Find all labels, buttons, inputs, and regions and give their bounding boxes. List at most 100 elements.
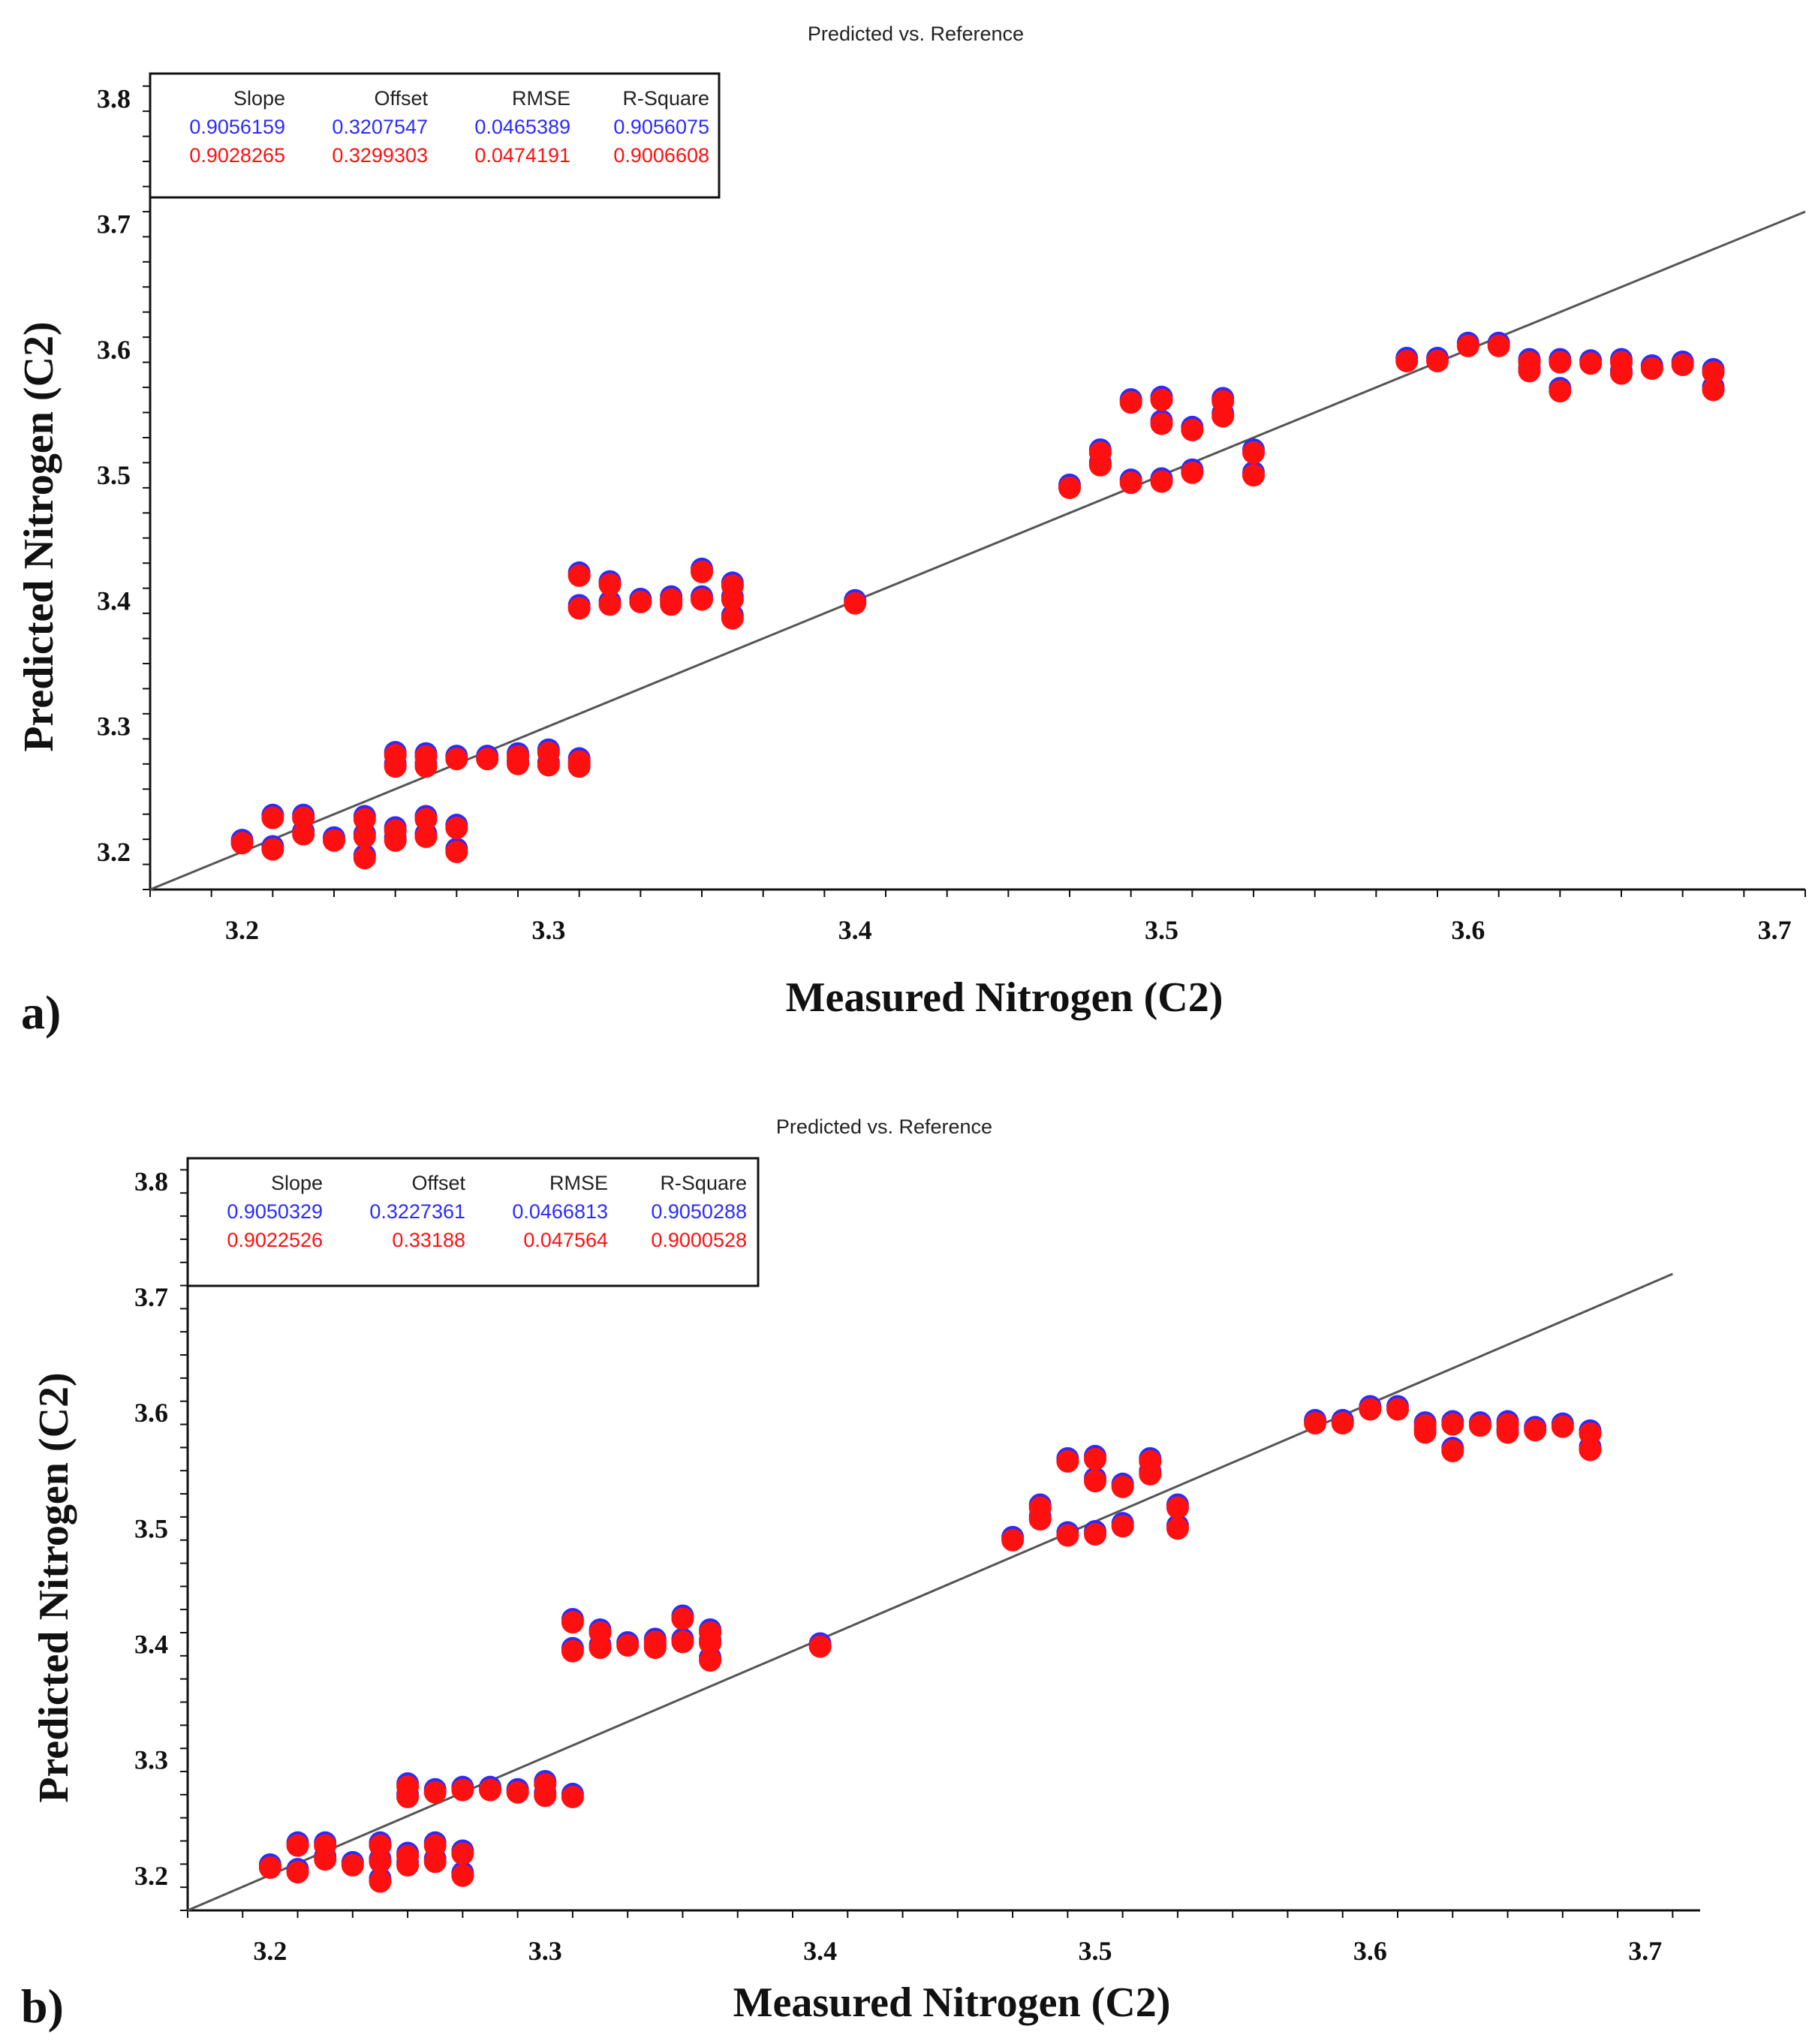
x-tick-label: 3.4 [803,1936,837,1966]
data-point-validation [588,1621,612,1645]
data-point-validation [598,573,622,596]
data-point-validation [561,1639,584,1663]
panel-a: Predicted vs. Reference 3.23.33.43.53.63… [16,23,1806,1039]
data-point-validation [353,847,376,870]
data-point-validation [261,838,284,861]
data-point-validation [1304,1412,1327,1435]
data-point-validation [353,808,376,831]
chart-title: Predicted vs. Reference [808,23,1024,45]
data-point-validation [721,574,744,598]
data-point-validation [1496,1413,1519,1436]
data-point-validation [1579,352,1603,375]
data-point-validation [691,588,713,611]
plot-area: 3.2 3.3 3.4 3.5 3.6 3.7 3.8 3.2 3.3 3.4 3.5 3.6 3.7 S… [97,72,1806,945]
legend-header: RMSE [549,1172,608,1194]
data-point-validation [1181,418,1204,441]
data-point-validation [1579,1438,1602,1462]
data-point-validation [1331,1412,1354,1435]
data-point-validation [1386,1398,1409,1421]
legend-value: 0.9028265 [189,144,285,167]
data-point-validation [1166,1496,1189,1519]
data-point-validation [451,1842,474,1865]
data-point-validation [561,1611,584,1634]
y-tick-label: 3.2 [97,837,131,867]
data-point-validation [629,591,652,614]
x-tick-label: 3.5 [1079,1936,1112,1966]
y-axis-label: Predicted Nitrogen (C2) [31,1372,77,1802]
data-point-validation [423,1850,447,1874]
data-point-validation [643,1630,667,1654]
data-point-validation [1111,1515,1134,1538]
legend-value: 0.33188 [392,1229,465,1251]
x-tick-label: 3.6 [1353,1936,1387,1966]
data-point-validation [1139,1449,1162,1473]
legend-value: 0.0465389 [474,116,570,138]
data-point-validation [1702,378,1725,402]
legend-value: 0.9050288 [651,1200,747,1223]
data-point-validation [1119,391,1142,414]
data-point-validation [671,1630,694,1654]
data-point-validation [567,750,591,773]
data-point-validation [369,1870,392,1893]
x-tick-label: 3.2 [253,1936,287,1966]
data-point-validation [1551,1415,1574,1438]
legend-header: Offset [411,1172,465,1194]
data-point-validation [1610,351,1633,374]
data-point-validation [292,806,315,829]
legend-header: Slope [233,87,285,110]
data-point-validation [423,1834,447,1857]
y-tick-label: 3.4 [97,586,131,616]
y-tick-label: 3.7 [134,1282,168,1312]
data-point-validation [691,560,713,583]
data-point-validation [567,564,591,587]
data-point-validation [808,1635,832,1658]
x-tick-label: 3.3 [531,915,565,945]
legend-box [149,72,721,199]
data-point-validation [1150,470,1173,493]
data-point-validation [561,1785,584,1808]
data-point-validation [314,1848,337,1871]
x-tick-label: 3.7 [1628,1936,1662,1966]
data-point-validation [1518,351,1541,374]
data-point-validation [1441,1413,1464,1436]
y-tick-label: 3.8 [134,1166,168,1197]
legend: Slope Offset RMSE R-Square 0.9056159 0.320754… [149,72,721,199]
legend-value: 0.9050329 [227,1200,323,1223]
legend-value: 0.0474191 [474,144,570,167]
legend-value: 0.047564 [523,1229,608,1251]
legend-box [186,1157,760,1287]
legend-header: RMSE [512,87,570,110]
legend-header: Offset [374,87,428,110]
data-point-validation [567,597,591,620]
data-point-validation [699,1649,722,1672]
data-point-validation [1181,461,1204,484]
legend-value: 0.3227361 [369,1200,465,1223]
data-point-validation [1456,334,1479,357]
data-point-validation [1111,1475,1134,1498]
x-tick-label: 3.3 [528,1936,562,1966]
data-point-validation [1413,1414,1437,1437]
data-point-validation [699,1621,722,1645]
data-point-validation [1058,476,1081,499]
legend-value: 0.9056075 [613,116,709,138]
data-point-validation [414,808,438,831]
legend-value: 0.0466813 [512,1200,608,1223]
data-point-validation [1671,353,1694,376]
y-tick-label: 3.6 [134,1398,168,1428]
data-point-validation [292,823,315,846]
y-tick-label: 3.4 [134,1629,168,1659]
x-axis-label: Measured Nitrogen (C2) [786,974,1224,1021]
data-point-validation [1242,464,1265,487]
data-point-validation [1524,1419,1547,1442]
data-point-validation [286,1861,309,1884]
data-point-validation [396,1775,420,1799]
y-tick-label: 3.2 [134,1861,168,1891]
regression-line [187,1272,1673,1912]
x-axis-label: Measured Nitrogen (C2) [733,1979,1171,2026]
x-tick-label: 3.4 [838,915,872,945]
data-point-validation [384,819,407,842]
data-point-validation [384,744,407,767]
data-point-validation [369,1850,392,1874]
data-point-validation [1441,1440,1464,1463]
data-point-validation [598,593,622,616]
